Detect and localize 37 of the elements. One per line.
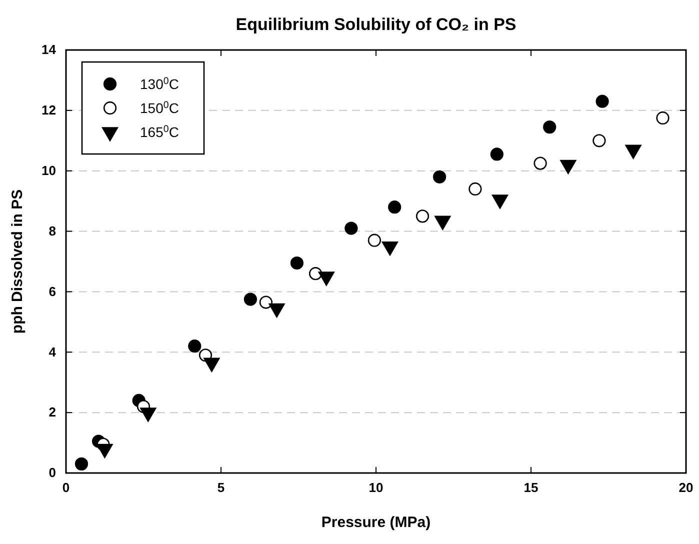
point (308, 267, 322, 280)
point (534, 156, 547, 170)
y-axis-title: pph Dissolved in PS (9, 189, 26, 334)
point (368, 234, 382, 247)
x-tick-label: 20 (678, 480, 694, 496)
y-tick-label: 2 (48, 404, 56, 420)
point (468, 182, 482, 196)
x-tick-label: 10 (368, 480, 384, 496)
legend-label: 165$^{0}$C (140, 124, 179, 140)
point (290, 256, 304, 270)
point (416, 210, 430, 223)
chart-title: Equilibrium Solubility of CO₂ in PS (236, 15, 516, 34)
point (543, 120, 556, 134)
x-axis-title: Pressure (MPa) (321, 514, 431, 531)
point (259, 296, 273, 309)
point (344, 222, 358, 235)
legend-label: 150$^{0}$C (140, 100, 179, 116)
y-tick-label: 14 (42, 42, 57, 58)
y-tick-label: 8 (48, 223, 56, 238)
y-tick-label: 6 (48, 284, 56, 299)
point (244, 292, 258, 306)
x-tick-label: 5 (217, 480, 225, 496)
x-tick-label: 0 (62, 480, 70, 496)
point (388, 200, 402, 214)
point (188, 340, 202, 353)
y-tick-label: 4 (48, 344, 57, 360)
point (596, 94, 609, 108)
y-tick-label: 0 (48, 465, 56, 480)
y-tick-label: 12 (42, 102, 56, 118)
x-tick-label: 15 (524, 480, 538, 496)
point (592, 134, 606, 148)
point (432, 170, 446, 184)
point (490, 148, 504, 161)
legend-label: 130$^{0}$C (140, 76, 179, 92)
y-tick-label: 10 (42, 163, 56, 178)
point (74, 457, 88, 470)
point (656, 111, 670, 125)
